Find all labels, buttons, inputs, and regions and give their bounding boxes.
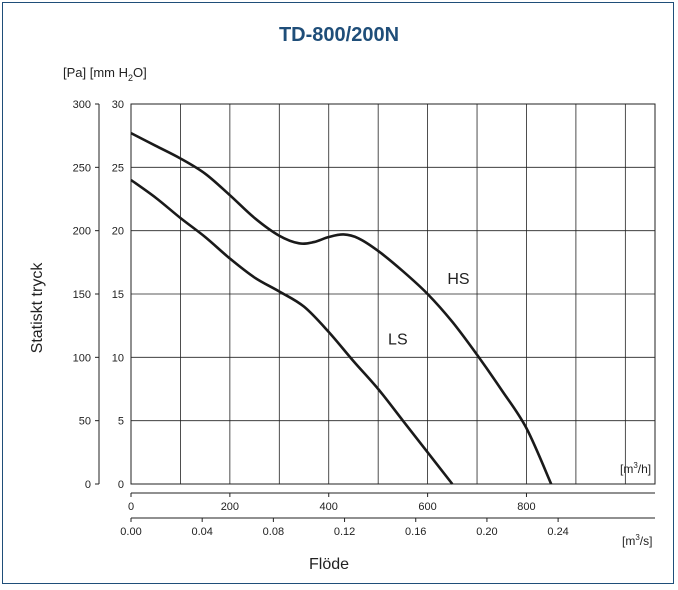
y-tick-label-mm: 10 <box>112 352 124 364</box>
x-unit-m3h: [m3/h] <box>620 461 651 476</box>
x-unit-m3h-b: /h] <box>638 462 651 476</box>
y-tick-label-pa: 50 <box>79 416 91 428</box>
y-unit-sub: 2 <box>128 73 133 83</box>
y-unit-label-pa: [Pa] [mm H <box>63 65 128 80</box>
y-tick-label-pa: 150 <box>73 289 91 301</box>
x-unit-m3h-a: [m <box>620 462 633 476</box>
x-tick-label-m3h: 400 <box>320 501 338 513</box>
x-unit-m3s-sup: 3 <box>635 533 640 542</box>
y-axis-title: Statiskt tryck <box>29 262 46 354</box>
x-tick-label-m3s: 0.12 <box>334 526 355 538</box>
y-unit-end: O] <box>133 65 147 80</box>
x-unit-m3h-sup: 3 <box>633 461 638 470</box>
series-labels: HS LS <box>388 271 470 349</box>
x-tick-label-m3s: 0.20 <box>476 526 497 538</box>
y-tick-label-pa: 250 <box>73 162 91 174</box>
x-tick-label-m3h: 200 <box>221 501 239 513</box>
series-line-hs <box>130 131 553 485</box>
chart-title: TD-800/200N <box>279 24 399 46</box>
y-unit-label: [Pa] [mm H2O] <box>63 65 147 83</box>
x-tick-label-m3s: 0.08 <box>263 526 284 538</box>
y-tick-label-mm: 15 <box>112 289 124 301</box>
series-label-ls: LS <box>388 332 408 349</box>
chart-svg: TD-800/200N [Pa] [mm H2O] Statiskt tryck… <box>29 24 656 573</box>
x-tick-label-m3s: 0.24 <box>547 526 568 538</box>
series-label-hs: HS <box>447 271 469 288</box>
x-tick-label-m3h: 600 <box>418 501 436 513</box>
x-tick-label-m3h: 0 <box>128 501 134 513</box>
y-tick-label-pa: 200 <box>73 226 91 238</box>
grid <box>130 103 656 485</box>
x-tick-label-m3s: 0.00 <box>120 526 141 538</box>
series-group <box>130 131 553 485</box>
y-tick-label-mm: 25 <box>112 162 124 174</box>
x-unit-m3s: [m3/s] <box>622 533 652 548</box>
y-tick-label-mm: 5 <box>118 416 124 428</box>
y-tick-label-mm: 30 <box>112 99 124 111</box>
x-unit-m3s-b: /s] <box>640 534 653 548</box>
y-tick-label-pa: 0 <box>85 479 91 491</box>
y-tick-label-mm: 20 <box>112 226 124 238</box>
x-unit-m3s-a: [m <box>622 534 635 548</box>
x-tick-label-m3s: 0.04 <box>191 526 212 538</box>
series-line-ls <box>130 178 454 485</box>
x-axis-title: Flöde <box>309 556 349 573</box>
chart-frame: TD-800/200N [Pa] [mm H2O] Statiskt tryck… <box>2 2 674 584</box>
x-tick-label-m3h: 800 <box>517 501 535 513</box>
y-tick-label-pa: 300 <box>73 99 91 111</box>
x-tick-label-m3s: 0.16 <box>405 526 426 538</box>
y-tick-label-pa: 100 <box>73 352 91 364</box>
y-tick-label-mm: 0 <box>118 479 124 491</box>
